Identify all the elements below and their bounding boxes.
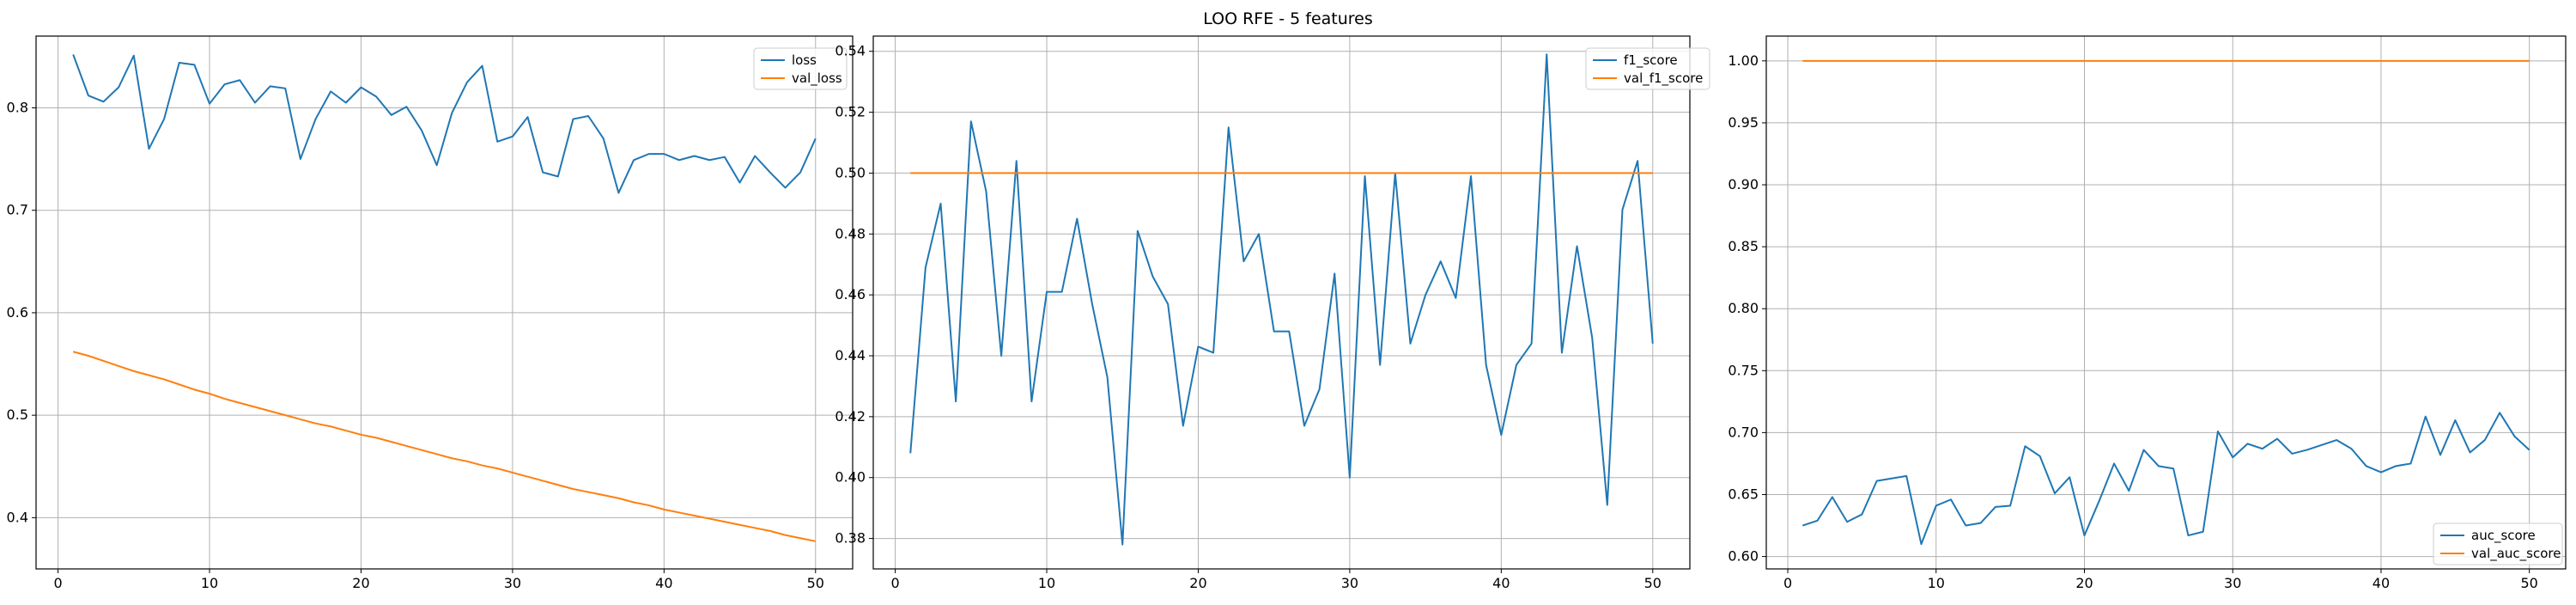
f1-score-y-tick-label: 0.44 (835, 347, 866, 364)
loss-x-tick-label: 50 (807, 575, 824, 591)
loss-legend: loss val_loss (753, 47, 848, 90)
auc-score-x-tick-label: 0 (1783, 575, 1792, 591)
loss-axes-frame (35, 35, 854, 570)
auc-score-x-tick-label: 10 (1928, 575, 1945, 591)
f1-score-axes-frame (872, 35, 1691, 570)
f1-score-y-tick-label: 0.50 (835, 164, 866, 180)
auc-score-y-tick-label: 0.60 (1728, 548, 1759, 565)
f1-score-panel: 0 10 20 30 40 50 0.38 0.40 0.42 0.44 0.46 0.48 0.50 0… (835, 35, 1710, 591)
auc-score-x-tick-label: 40 (2372, 575, 2390, 591)
f1-score-series-line (909, 53, 1654, 546)
loss-y-tick-label: 0.5 (7, 406, 28, 423)
f1-score-x-tick-label: 0 (890, 575, 899, 591)
loss-series-line (72, 54, 817, 194)
auc-score-series-line (1802, 412, 2530, 546)
loss-y-tick-label: 0.7 (7, 202, 28, 218)
figure-title: LOO RFE - 5 features (1203, 9, 1373, 28)
loss-x-tick-label: 10 (201, 575, 218, 591)
auc-score-legend: auc_score val_auc_score (2433, 522, 2563, 565)
auc-score-y-tick-label: 0.85 (1728, 238, 1759, 254)
loss-y-tick-label: 0.4 (7, 509, 28, 525)
f1-score-x-tick-label: 10 (1038, 575, 1055, 591)
legend-label-val-loss: val_loss (792, 70, 842, 87)
auc-score-y-tick-label: 0.75 (1728, 362, 1759, 378)
auc-score-x-tick-label: 30 (2224, 575, 2241, 591)
auc-score-y-tick-label: 0.80 (1728, 300, 1759, 316)
f1-score-y-tick-label: 0.48 (835, 225, 866, 241)
legend-label-loss: loss (792, 52, 817, 68)
loss-x-tick-label: 30 (504, 575, 521, 591)
auc-score-axes-frame (1765, 35, 2567, 570)
f1-score-y-tick-label: 0.54 (835, 43, 866, 59)
loss-x-tick-label: 0 (53, 575, 62, 591)
loss-panel: 0 10 20 30 40 50 0.4 0.5 0.6 0.7 0.8 loss val_loss (7, 35, 854, 591)
auc-score-y-tick-label: 0.90 (1728, 176, 1759, 192)
f1-score-y-tick-label: 0.38 (835, 530, 866, 547)
f1-score-x-tick-label: 20 (1189, 575, 1206, 591)
auc-score-y-tick-label: 0.95 (1728, 114, 1759, 131)
auc-score-y-tick-label: 0.70 (1728, 424, 1759, 440)
legend-label-val-f1-score: val_f1_score (1624, 70, 1703, 87)
auc-score-y-tick-label: 1.00 (1728, 52, 1759, 69)
f1-score-y-tick-label: 0.52 (835, 104, 866, 120)
loss-x-tick-label: 20 (352, 575, 369, 591)
auc-score-panel: 0 10 20 30 40 50 0.60 0.65 0.70 0.75 0.80 0.85 0.90 0… (1728, 35, 2567, 591)
loss-y-tick-label: 0.8 (7, 99, 28, 115)
legend-label-f1-score: f1_score (1624, 52, 1678, 69)
f1-score-x-tick-label: 40 (1492, 575, 1510, 591)
auc-score-x-tick-label: 20 (2075, 575, 2093, 591)
legend-label-auc-score: auc_score (2471, 528, 2536, 544)
f1-score-x-tick-label: 50 (1644, 575, 1662, 591)
auc-score-x-tick-label: 50 (2521, 575, 2538, 591)
f1-score-x-tick-label: 30 (1341, 575, 1358, 591)
val-loss-series-line (72, 351, 816, 542)
loss-x-tick-label: 40 (655, 575, 672, 591)
f1-score-y-tick-label: 0.40 (835, 469, 866, 486)
legend-frame (2433, 522, 2563, 565)
f1-score-y-tick-label: 0.42 (835, 408, 866, 425)
auc-score-y-tick-label: 0.65 (1728, 486, 1759, 502)
f1-score-y-tick-label: 0.46 (835, 286, 866, 302)
legend-label-val-auc-score: val_auc_score (2471, 546, 2561, 562)
loss-y-tick-label: 0.6 (7, 304, 28, 321)
